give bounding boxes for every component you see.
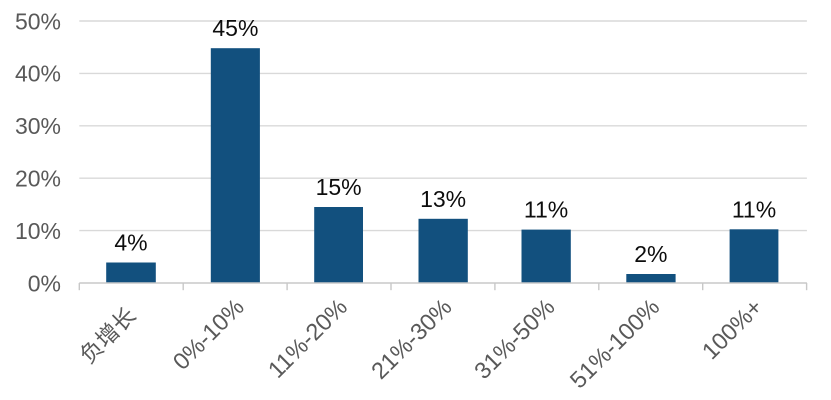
svg-text:50%: 50% xyxy=(15,8,61,34)
svg-text:2%: 2% xyxy=(634,241,667,267)
svg-text:30%: 30% xyxy=(15,113,61,139)
svg-text:20%: 20% xyxy=(15,166,61,192)
svg-text:4%: 4% xyxy=(114,230,147,256)
svg-text:15%: 15% xyxy=(316,174,362,200)
svg-text:40%: 40% xyxy=(15,61,61,87)
svg-text:11%: 11% xyxy=(732,196,776,222)
svg-text:11%: 11% xyxy=(524,197,568,223)
svg-text:45%: 45% xyxy=(212,15,258,41)
svg-text:13%: 13% xyxy=(420,186,466,212)
svg-text:10%: 10% xyxy=(15,218,61,244)
svg-text:0%: 0% xyxy=(28,270,61,296)
